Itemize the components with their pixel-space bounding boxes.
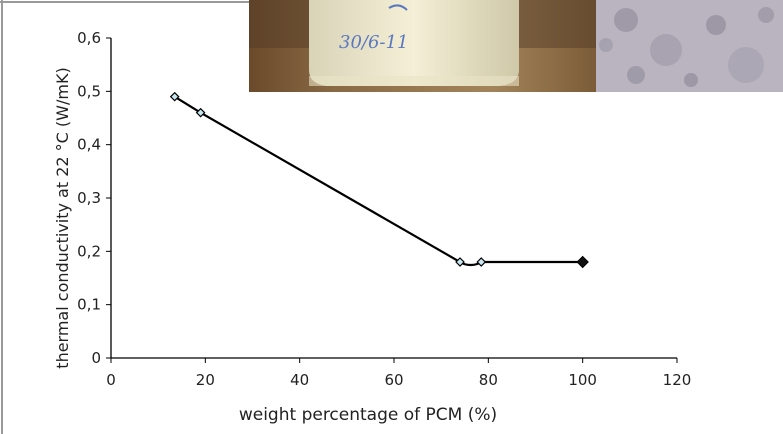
data-point <box>169 91 180 102</box>
y-tick-label: 0,3 <box>77 189 101 207</box>
data-point <box>476 257 487 267</box>
x-tick-label: 20 <box>196 371 215 389</box>
y-axis-label: thermal conductivity at 22 °C (W/mK) <box>53 67 72 368</box>
x-tick-label: 100 <box>568 371 597 389</box>
y-ticks: 0 0,1 0,2 0,3 0,4 0,5 0,6 <box>77 29 111 367</box>
x-tick-label: 80 <box>479 371 498 389</box>
jar-caption: 30/6-11 <box>339 32 408 53</box>
x-tick-label: 0 <box>106 371 116 389</box>
figure-border-top <box>0 1 250 3</box>
series-line <box>174 95 583 267</box>
y-tick-label: 0,1 <box>77 296 101 314</box>
y-tick-label: 0,5 <box>77 82 101 100</box>
x-tick-label: 40 <box>290 371 309 389</box>
y-tick-label: 0,6 <box>77 29 101 47</box>
x-ticks: 0 20 40 60 80 100 120 <box>106 358 691 389</box>
photo-jar: 30/6-11 <box>249 0 596 92</box>
x-tick-label: 60 <box>384 371 403 389</box>
x-tick-label: 120 <box>663 371 692 389</box>
photo-material-surface <box>596 0 783 92</box>
y-tick-label: 0 <box>91 349 101 367</box>
y-tick-label: 0,4 <box>77 136 101 154</box>
data-point <box>576 255 589 269</box>
y-tick-label: 0,2 <box>77 242 101 260</box>
data-point <box>195 107 206 118</box>
figure-border-left <box>1 0 3 434</box>
data-points <box>169 91 589 269</box>
x-axis-label: weight percentage of PCM (%) <box>239 405 497 425</box>
data-point <box>455 257 465 267</box>
